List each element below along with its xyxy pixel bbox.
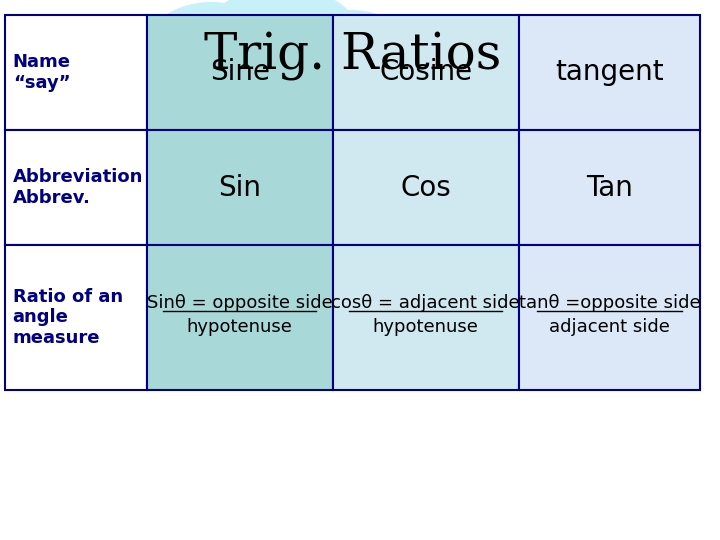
Text: Tan: Tan	[586, 173, 633, 201]
Text: Cosine: Cosine	[379, 58, 472, 86]
FancyBboxPatch shape	[519, 15, 700, 130]
Text: Sine: Sine	[210, 58, 270, 86]
Text: tanθ =opposite side: tanθ =opposite side	[518, 294, 700, 312]
Circle shape	[297, 37, 424, 134]
FancyBboxPatch shape	[519, 130, 700, 245]
Text: adjacent side: adjacent side	[549, 319, 670, 336]
Circle shape	[106, 16, 289, 157]
Circle shape	[289, 11, 416, 108]
Circle shape	[150, 26, 290, 134]
FancyBboxPatch shape	[147, 130, 333, 245]
Text: Abbreviation
Abbrev.: Abbreviation Abbrev.	[13, 168, 143, 207]
FancyBboxPatch shape	[333, 130, 519, 245]
Circle shape	[178, 53, 333, 172]
FancyBboxPatch shape	[333, 245, 519, 390]
Text: Sin: Sin	[218, 173, 261, 201]
Text: Trig. Ratios: Trig. Ratios	[204, 32, 501, 82]
FancyBboxPatch shape	[333, 15, 519, 130]
FancyBboxPatch shape	[5, 15, 147, 130]
Circle shape	[206, 10, 375, 139]
Circle shape	[283, 53, 424, 161]
Text: cosθ = adjacent side: cosθ = adjacent side	[331, 294, 520, 312]
Text: tangent: tangent	[555, 58, 664, 86]
FancyBboxPatch shape	[147, 245, 333, 390]
FancyBboxPatch shape	[147, 15, 333, 130]
Circle shape	[197, 0, 366, 116]
Text: Name
“say”: Name “say”	[13, 53, 71, 92]
FancyBboxPatch shape	[519, 245, 700, 390]
Circle shape	[169, 30, 324, 148]
FancyBboxPatch shape	[5, 245, 147, 390]
Circle shape	[141, 3, 282, 111]
Circle shape	[275, 30, 416, 138]
Text: Sinθ = opposite side: Sinθ = opposite side	[147, 294, 333, 312]
Text: hypotenuse: hypotenuse	[187, 319, 293, 336]
Text: hypotenuse: hypotenuse	[373, 319, 479, 336]
Text: Ratio of an
angle
measure: Ratio of an angle measure	[13, 288, 123, 347]
Circle shape	[114, 39, 297, 180]
Circle shape	[218, 22, 387, 151]
FancyBboxPatch shape	[5, 130, 147, 245]
Circle shape	[227, 45, 396, 174]
Text: Cos: Cos	[400, 173, 451, 201]
